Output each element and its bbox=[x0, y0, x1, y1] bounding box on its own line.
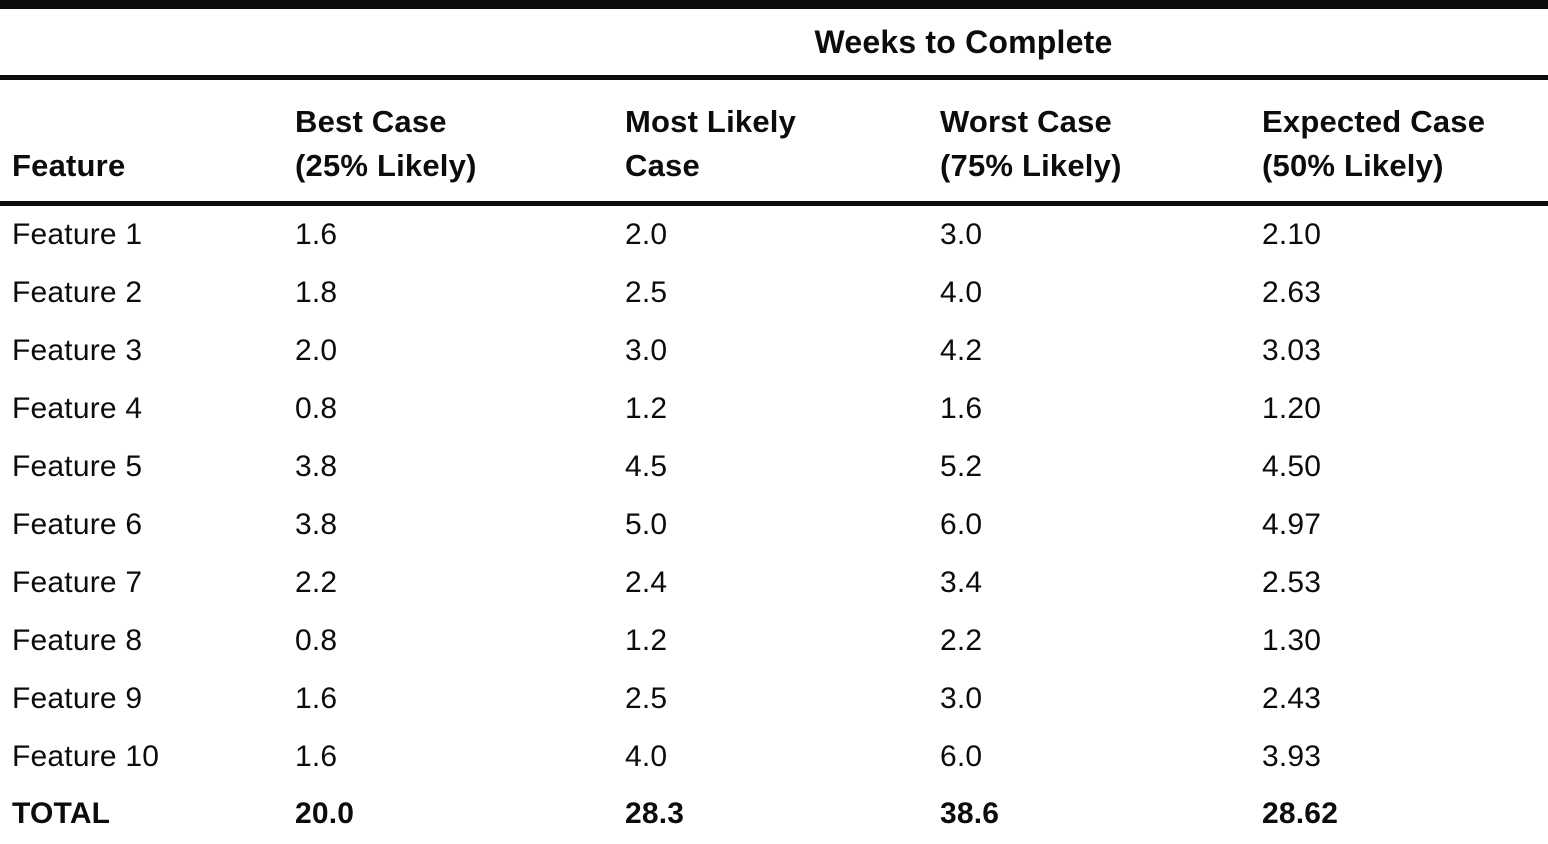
expected-case-cell: 2.63 bbox=[1262, 276, 1322, 309]
table-spanner-row: Weeks to Complete bbox=[0, 4, 1548, 80]
most-likely-cell: 2.0 bbox=[625, 218, 668, 251]
best-case-cell: 1.6 bbox=[295, 740, 338, 773]
table-row: Feature 10 1.6 4.0 6.0 3.93 bbox=[0, 728, 1548, 786]
total-expected-case-cell: 28.62 bbox=[1262, 797, 1339, 830]
expected-case-cell: 2.10 bbox=[1262, 218, 1322, 251]
spanner-empty-cell bbox=[0, 4, 290, 80]
table-row: Feature 9 1.6 2.5 3.0 2.43 bbox=[0, 670, 1548, 728]
table-row: Feature 2 1.8 2.5 4.0 2.63 bbox=[0, 264, 1548, 322]
feature-cell: Feature 6 bbox=[12, 508, 143, 541]
col-header-expected-line2: (50% Likely) bbox=[1262, 147, 1444, 183]
table-row: Feature 4 0.8 1.2 1.6 1.20 bbox=[0, 380, 1548, 438]
col-header-worst-line2: (75% Likely) bbox=[940, 147, 1122, 183]
expected-case-cell: 3.93 bbox=[1262, 740, 1322, 773]
best-case-cell: 2.2 bbox=[295, 566, 338, 599]
most-likely-cell: 2.5 bbox=[625, 682, 668, 715]
best-case-cell: 0.8 bbox=[295, 392, 338, 425]
col-header-most-likely-line1: Most Likely bbox=[625, 103, 797, 139]
worst-case-cell: 1.6 bbox=[940, 392, 983, 425]
table-row: Feature 3 2.0 3.0 4.2 3.03 bbox=[0, 322, 1548, 380]
col-header-expected-case: Expected Case (50% Likely) bbox=[1257, 77, 1548, 206]
col-header-best-line1: Best Case bbox=[295, 103, 447, 139]
best-case-cell: 2.0 bbox=[295, 334, 338, 367]
col-header-best-line2: (25% Likely) bbox=[295, 147, 477, 183]
worst-case-cell: 5.2 bbox=[940, 450, 983, 483]
col-header-expected-line1: Expected Case bbox=[1262, 103, 1486, 139]
total-most-likely-cell: 28.3 bbox=[625, 797, 685, 830]
best-case-cell: 1.6 bbox=[295, 218, 338, 251]
feature-cell: Feature 7 bbox=[12, 566, 143, 599]
table-row: Feature 7 2.2 2.4 3.4 2.53 bbox=[0, 554, 1548, 612]
expected-case-cell: 2.43 bbox=[1262, 682, 1322, 715]
best-case-cell: 0.8 bbox=[295, 624, 338, 657]
worst-case-cell: 3.0 bbox=[940, 218, 983, 251]
feature-cell: Feature 2 bbox=[12, 276, 143, 309]
best-case-cell: 1.8 bbox=[295, 276, 338, 309]
table-row: Feature 6 3.8 5.0 6.0 4.97 bbox=[0, 496, 1548, 554]
expected-case-cell: 1.20 bbox=[1262, 392, 1322, 425]
col-header-most-likely: Most Likely Case bbox=[620, 77, 935, 206]
col-header-feature: Feature bbox=[0, 77, 290, 206]
expected-case-cell: 1.30 bbox=[1262, 624, 1322, 657]
best-case-cell: 3.8 bbox=[295, 450, 338, 483]
feature-cell: Feature 5 bbox=[12, 450, 143, 483]
col-header-worst-line1: Worst Case bbox=[940, 103, 1112, 139]
most-likely-cell: 5.0 bbox=[625, 508, 668, 541]
table-row: Feature 5 3.8 4.5 5.2 4.50 bbox=[0, 438, 1548, 496]
best-case-cell: 1.6 bbox=[295, 682, 338, 715]
expected-case-cell: 4.50 bbox=[1262, 450, 1322, 483]
most-likely-cell: 2.5 bbox=[625, 276, 668, 309]
most-likely-cell: 4.0 bbox=[625, 740, 668, 773]
most-likely-cell: 1.2 bbox=[625, 392, 668, 425]
worst-case-cell: 4.2 bbox=[940, 334, 983, 367]
col-header-best-case: Best Case (25% Likely) bbox=[290, 77, 620, 206]
table-row: Feature 8 0.8 1.2 2.2 1.30 bbox=[0, 612, 1548, 670]
col-header-feature-label: Feature bbox=[12, 147, 126, 183]
worst-case-cell: 6.0 bbox=[940, 740, 983, 773]
feature-cell: Feature 3 bbox=[12, 334, 143, 367]
worst-case-cell: 3.0 bbox=[940, 682, 983, 715]
most-likely-cell: 4.5 bbox=[625, 450, 668, 483]
table-row: Feature 1 1.6 2.0 3.0 2.10 bbox=[0, 204, 1548, 265]
worst-case-cell: 2.2 bbox=[940, 624, 983, 657]
worst-case-cell: 6.0 bbox=[940, 508, 983, 541]
feature-cell: Feature 10 bbox=[12, 740, 160, 773]
feature-cell: Feature 4 bbox=[12, 392, 143, 425]
expected-case-cell: 3.03 bbox=[1262, 334, 1322, 367]
feature-cell: Feature 1 bbox=[12, 218, 143, 251]
most-likely-cell: 2.4 bbox=[625, 566, 668, 599]
table-header-row: Feature Best Case (25% Likely) Most Like… bbox=[0, 77, 1548, 206]
feature-cell: Feature 8 bbox=[12, 624, 143, 657]
table-total-row: TOTAL 20.0 28.3 38.6 28.62 bbox=[0, 786, 1548, 844]
total-worst-case-cell: 38.6 bbox=[940, 797, 1000, 830]
best-case-cell: 3.8 bbox=[295, 508, 338, 541]
expected-case-cell: 4.97 bbox=[1262, 508, 1322, 541]
col-header-most-likely-line2: Case bbox=[625, 147, 700, 183]
col-header-worst-case: Worst Case (75% Likely) bbox=[935, 77, 1257, 206]
feature-cell: Feature 9 bbox=[12, 682, 143, 715]
table-spanner-title: Weeks to Complete bbox=[290, 4, 1548, 80]
most-likely-cell: 3.0 bbox=[625, 334, 668, 367]
most-likely-cell: 1.2 bbox=[625, 624, 668, 657]
worst-case-cell: 3.4 bbox=[940, 566, 983, 599]
total-best-case-cell: 20.0 bbox=[295, 797, 355, 830]
expected-case-cell: 2.53 bbox=[1262, 566, 1322, 599]
total-label-cell: TOTAL bbox=[12, 797, 111, 830]
worst-case-cell: 4.0 bbox=[940, 276, 983, 309]
